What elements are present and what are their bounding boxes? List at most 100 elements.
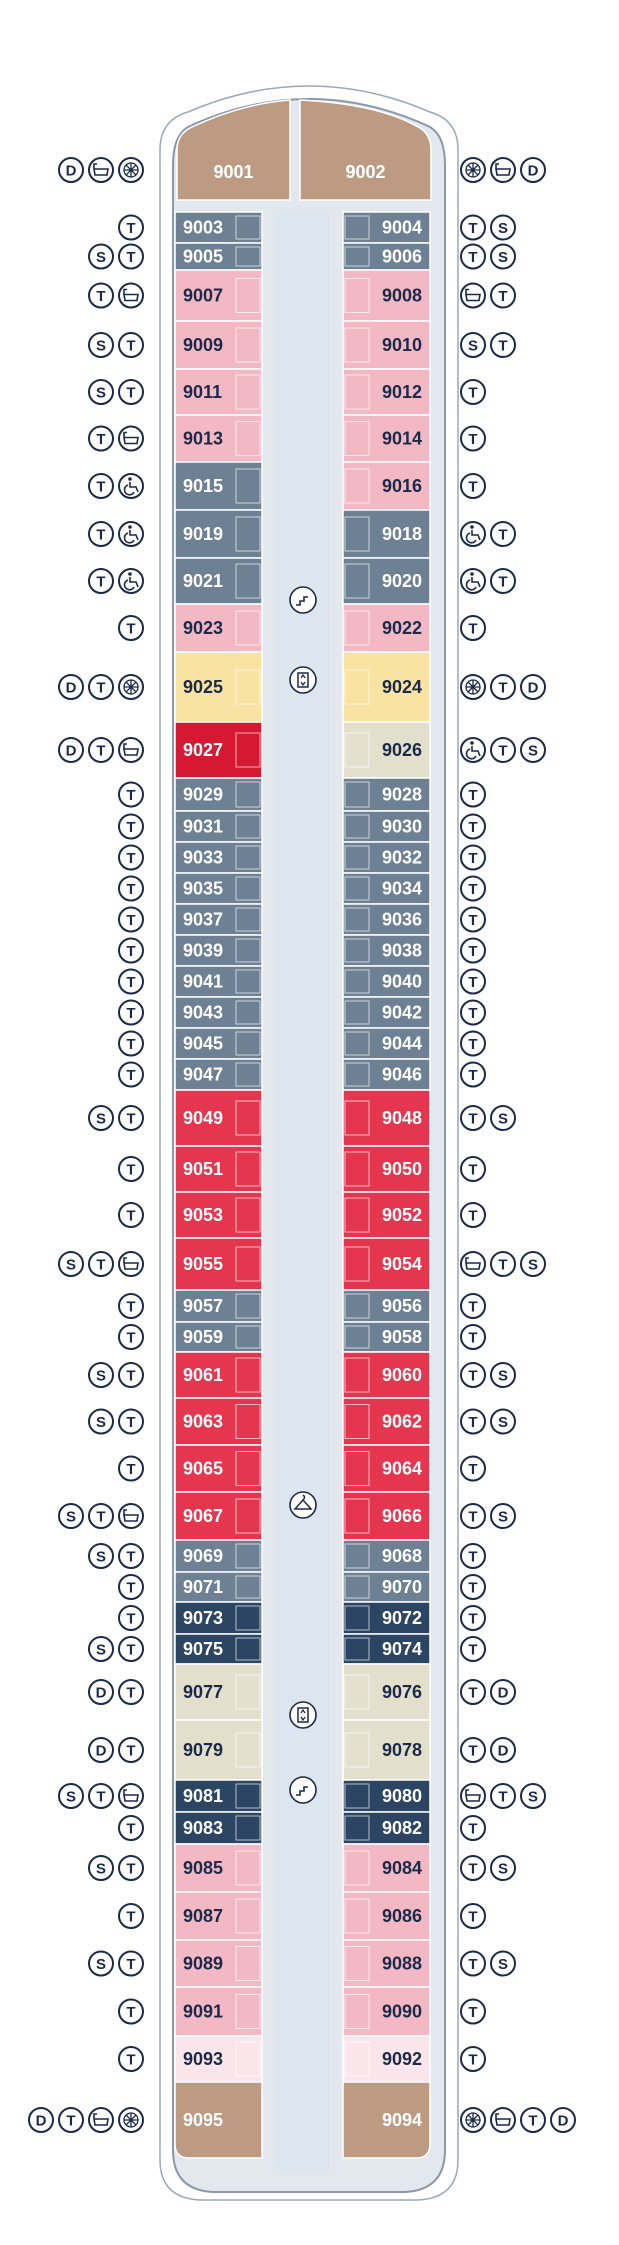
cabin-9055[interactable]: 9055 S T bbox=[58, 1237, 263, 1291]
cabin-9001[interactable]: 9001 D bbox=[58, 99, 291, 201]
cabin-9008[interactable]: 9008 T bbox=[342, 269, 516, 322]
cabin-9070[interactable]: 9070 T bbox=[342, 1571, 486, 1603]
cabin-9049[interactable]: 9049 S T bbox=[88, 1089, 263, 1147]
cabin-9077[interactable]: 9077 D T bbox=[88, 1663, 263, 1721]
cabin-9006[interactable]: 9006 T S bbox=[342, 242, 516, 271]
cabin-9054[interactable]: 9054 T S bbox=[342, 1237, 546, 1291]
cabin-9018[interactable]: 9018 T bbox=[342, 509, 516, 559]
cabin-9007[interactable]: 9007 T bbox=[88, 269, 263, 322]
cabin-9004[interactable]: 9004 T S bbox=[342, 211, 516, 244]
cabin-9037[interactable]: 9037 T bbox=[118, 903, 263, 936]
cabin-9091[interactable]: 9091 T bbox=[118, 1986, 263, 2037]
cabin-9020[interactable]: 9020 T bbox=[342, 557, 516, 605]
cabin-9051[interactable]: 9051 T bbox=[118, 1145, 263, 1193]
cabin-9064[interactable]: 9064 T bbox=[342, 1444, 486, 1493]
bathtub-glyph bbox=[93, 2113, 109, 2126]
cabin-9003[interactable]: 9003 T bbox=[118, 211, 263, 244]
cabin-9072[interactable]: 9072 T bbox=[342, 1601, 486, 1635]
cabin-9087[interactable]: 9087 T bbox=[118, 1891, 263, 1941]
cabin-9035[interactable]: 9035 T bbox=[118, 872, 263, 905]
sofa-bed-icon: S bbox=[88, 1362, 114, 1388]
cabin-9058[interactable]: 9058 T bbox=[342, 1321, 486, 1353]
cabin-9028[interactable]: 9028 T bbox=[342, 777, 486, 812]
cabin-9080[interactable]: 9080 T S bbox=[342, 1779, 546, 1813]
cabin-9024[interactable]: 9024 T D bbox=[342, 651, 546, 723]
cabin-9082[interactable]: 9082 T bbox=[342, 1811, 486, 1845]
cabin-9010[interactable]: 9010 S T bbox=[342, 320, 516, 370]
icon-ring bbox=[118, 1605, 144, 1631]
cabin-9056[interactable]: 9056 T bbox=[342, 1289, 486, 1323]
cabin-9071[interactable]: 9071 T bbox=[118, 1571, 263, 1603]
cabin-9060[interactable]: 9060 T S bbox=[342, 1351, 516, 1399]
cabin-9092[interactable]: 9092 T bbox=[342, 2035, 486, 2083]
cabin-9014[interactable]: 9014 T bbox=[342, 414, 486, 463]
cabin-9078[interactable]: 9078 T D bbox=[342, 1719, 516, 1781]
cabin-9023[interactable]: 9023 T bbox=[118, 603, 263, 653]
cabin-9012[interactable]: 9012 T bbox=[342, 368, 486, 416]
cabin-9030[interactable]: 9030 T bbox=[342, 810, 486, 843]
cabin-shape bbox=[174, 721, 263, 779]
cabin-9057[interactable]: 9057 T bbox=[118, 1289, 263, 1323]
cabin-9021[interactable]: 9021 T bbox=[88, 557, 263, 605]
cabin-9013[interactable]: 9013 T bbox=[88, 414, 263, 463]
cabin-9075[interactable]: 9075 S T bbox=[88, 1633, 263, 1665]
icon-ring bbox=[118, 1362, 144, 1388]
cabin-9046[interactable]: 9046 T bbox=[342, 1058, 486, 1091]
cabin-9094[interactable]: 9094 T D bbox=[342, 2081, 576, 2159]
cabin-9036[interactable]: 9036 T bbox=[342, 903, 486, 936]
cabin-9088[interactable]: 9088 T S bbox=[342, 1939, 516, 1988]
cabin-9039[interactable]: 9039 T bbox=[118, 934, 263, 967]
cabin-9086[interactable]: 9086 T bbox=[342, 1891, 486, 1941]
cabin-9031[interactable]: 9031 T bbox=[118, 810, 263, 843]
cabin-9016[interactable]: 9016 T bbox=[342, 461, 486, 511]
cabin-9089[interactable]: 9089 S T bbox=[88, 1939, 263, 1988]
cabin-9047[interactable]: 9047 T bbox=[118, 1058, 263, 1091]
cabin-9084[interactable]: 9084 T S bbox=[342, 1843, 516, 1893]
cabin-9011[interactable]: 9011 S T bbox=[88, 368, 263, 416]
cabin-9005[interactable]: 9005 S T bbox=[88, 242, 263, 271]
cabin-9053[interactable]: 9053 T bbox=[118, 1191, 263, 1239]
cabin-9041[interactable]: 9041 T bbox=[118, 965, 263, 998]
cabin-9048[interactable]: 9048 T S bbox=[342, 1089, 516, 1147]
cabin-9042[interactable]: 9042 T bbox=[342, 996, 486, 1029]
cabin-9045[interactable]: 9045 T bbox=[118, 1027, 263, 1060]
cabin-9050[interactable]: 9050 T bbox=[342, 1145, 486, 1193]
cabin-9043[interactable]: 9043 T bbox=[118, 996, 263, 1029]
cabin-9026[interactable]: 9026 T S bbox=[342, 721, 546, 779]
cabin-9038[interactable]: 9038 T bbox=[342, 934, 486, 967]
cabin-9062[interactable]: 9062 T S bbox=[342, 1397, 516, 1446]
cabin-9025[interactable]: 9025 D T bbox=[58, 651, 263, 723]
cabin-9052[interactable]: 9052 T bbox=[342, 1191, 486, 1239]
cabin-9095[interactable]: 9095 D T bbox=[28, 2081, 263, 2159]
cabin-9029[interactable]: 9029 T bbox=[118, 777, 263, 812]
cabin-9015[interactable]: 9015 T bbox=[88, 461, 263, 511]
cabin-9032[interactable]: 9032 T bbox=[342, 841, 486, 874]
cabin-9044[interactable]: 9044 T bbox=[342, 1027, 486, 1060]
cabin-9069[interactable]: 9069 S T bbox=[88, 1539, 263, 1573]
cabin-9009[interactable]: 9009 S T bbox=[88, 320, 263, 370]
cabin-9022[interactable]: 9022 T bbox=[342, 603, 486, 653]
cabin-9074[interactable]: 9074 T bbox=[342, 1633, 486, 1665]
cabin-9059[interactable]: 9059 T bbox=[118, 1321, 263, 1353]
cabin-9093[interactable]: 9093 T bbox=[118, 2035, 263, 2083]
cabin-9002[interactable]: 9002 D bbox=[299, 99, 546, 201]
cabin-9066[interactable]: 9066 T S bbox=[342, 1491, 516, 1541]
cabin-9033[interactable]: 9033 T bbox=[118, 841, 263, 874]
cabin-9040[interactable]: 9040 T bbox=[342, 965, 486, 998]
cabin-9061[interactable]: 9061 S T bbox=[88, 1351, 263, 1399]
cabin-9063[interactable]: 9063 S T bbox=[88, 1397, 263, 1446]
cabin-9076[interactable]: 9076 T D bbox=[342, 1663, 516, 1721]
cabin-9019[interactable]: 9019 T bbox=[88, 509, 263, 559]
cabin-9085[interactable]: 9085 S T bbox=[88, 1843, 263, 1893]
cabin-9079[interactable]: 9079 D T bbox=[88, 1719, 263, 1781]
cabin-9034[interactable]: 9034 T bbox=[342, 872, 486, 905]
cabin-9067[interactable]: 9067 S T bbox=[58, 1491, 263, 1541]
cabin-9083[interactable]: 9083 T bbox=[118, 1811, 263, 1845]
cabin-9027[interactable]: 9027 D T bbox=[58, 721, 263, 779]
cabin-9065[interactable]: 9065 T bbox=[118, 1444, 263, 1493]
cabin-9090[interactable]: 9090 T bbox=[342, 1986, 486, 2037]
cabin-9073[interactable]: 9073 T bbox=[118, 1601, 263, 1635]
bathtub-glyph bbox=[123, 743, 139, 756]
cabin-shape bbox=[174, 2081, 263, 2159]
cabin-9068[interactable]: 9068 T bbox=[342, 1539, 486, 1573]
